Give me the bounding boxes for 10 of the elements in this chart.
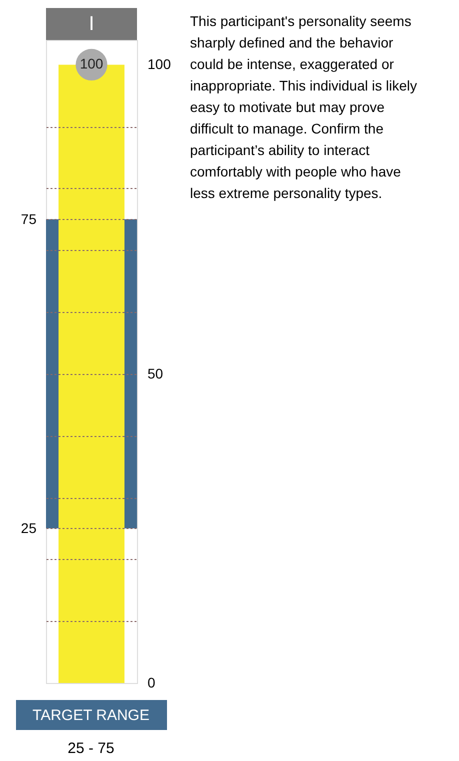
data-label: 100 — [80, 56, 104, 72]
y2-tick-label: 0 — [148, 674, 156, 690]
y2-tick-label: 100 — [148, 56, 172, 72]
chart-title: I — [88, 13, 94, 35]
y2-tick-label: 50 — [148, 365, 164, 382]
text: TARGET RANGE — [32, 707, 150, 724]
y-tick-label: 25 — [20, 520, 37, 536]
text: This participant's personality seems sharply defined and the behavior could be intense, exaggerated or inappropriate. This individual is likely easy to motivate but may prove difficult to manage. Confirm the participant’s ability to interact comfortably with people who have less extreme personality types. — [190, 12, 417, 201]
text: 25 - 75 — [68, 740, 114, 757]
y-tick-label: 75 — [20, 210, 37, 227]
